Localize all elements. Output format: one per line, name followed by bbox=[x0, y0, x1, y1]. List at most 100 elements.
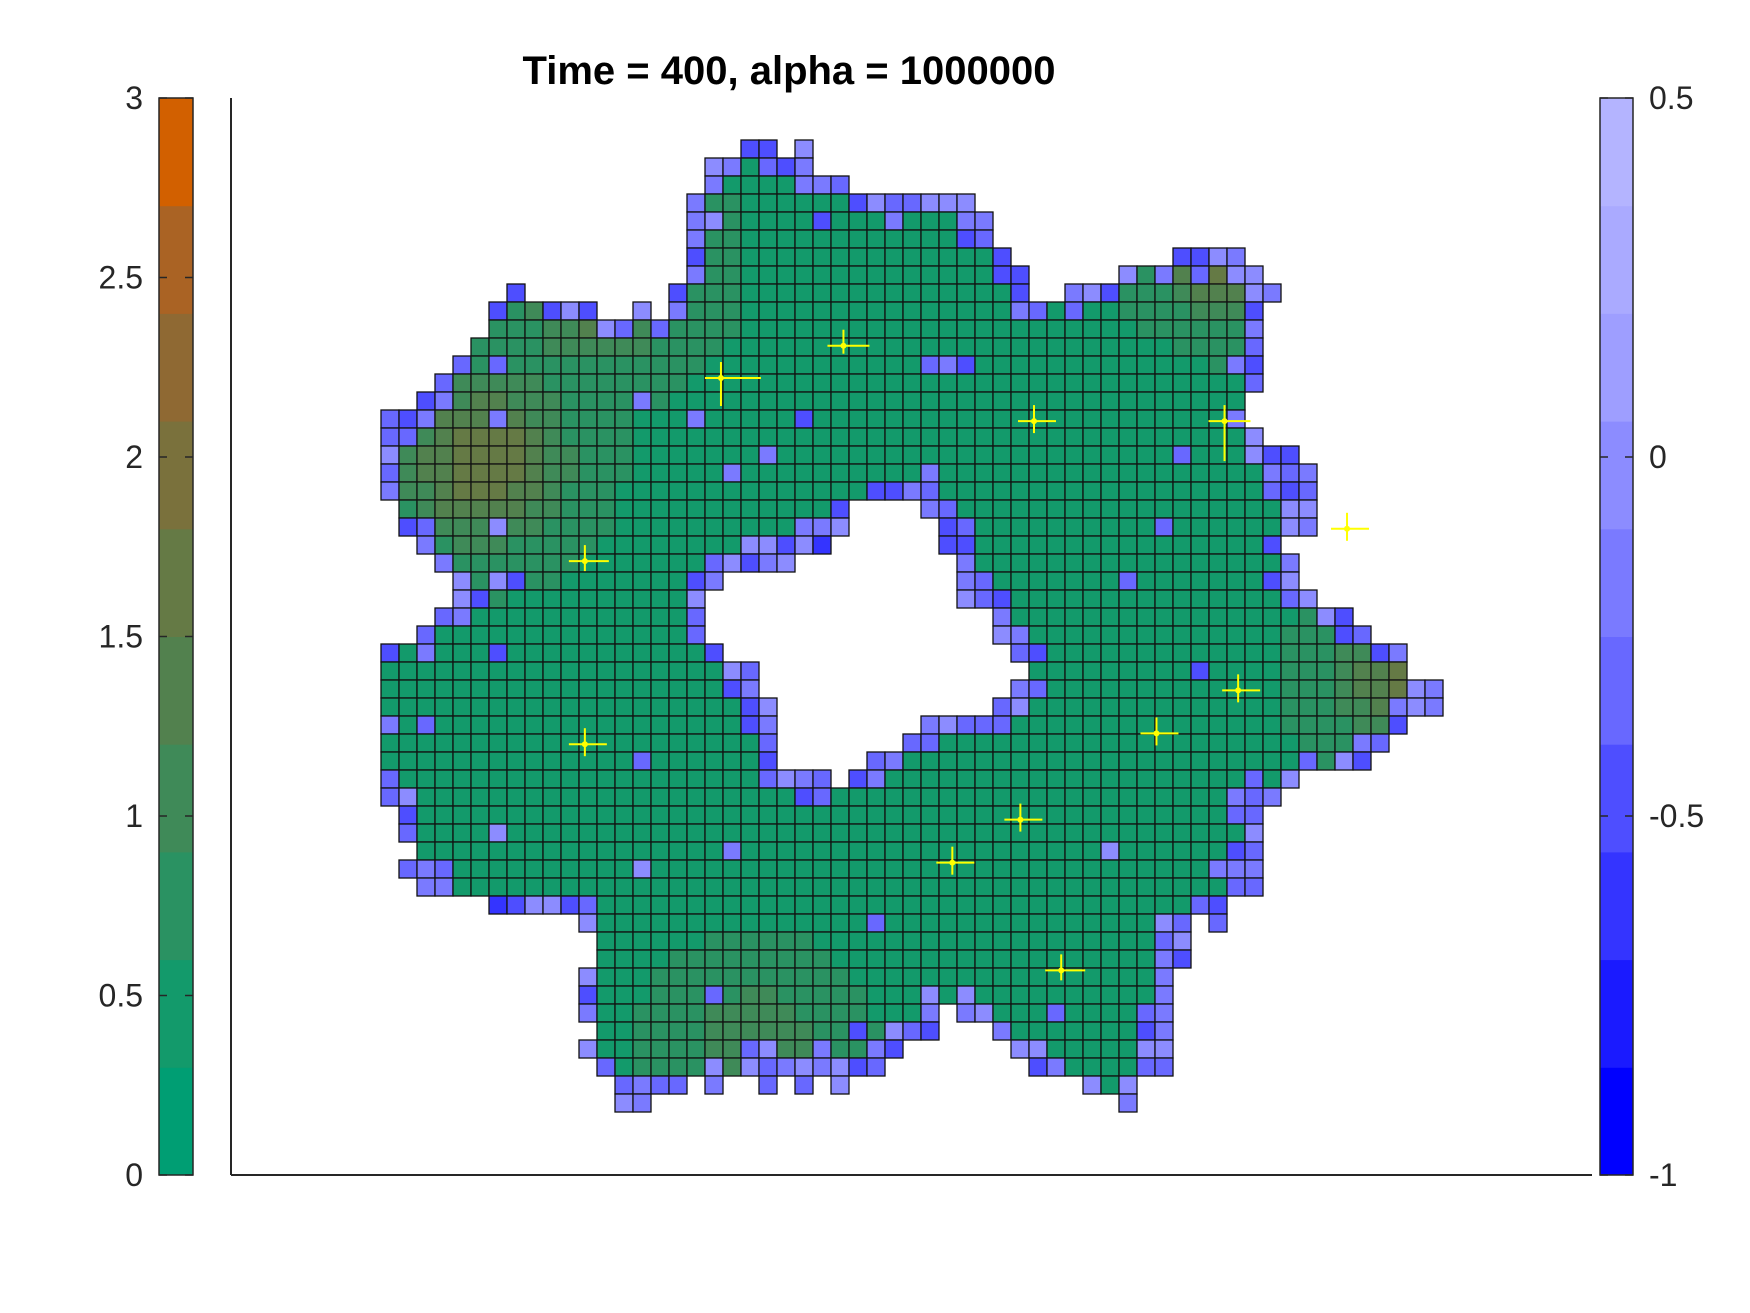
heatmap-cell bbox=[1064, 301, 1084, 321]
heatmap-cell bbox=[722, 733, 742, 753]
heatmap-cell bbox=[1136, 607, 1156, 627]
heatmap-cell bbox=[542, 463, 562, 483]
heatmap-cell bbox=[1028, 697, 1048, 717]
heatmap-cell bbox=[650, 1003, 670, 1023]
heatmap-cell bbox=[1208, 823, 1228, 843]
heatmap-cell bbox=[1262, 283, 1282, 303]
heatmap-cell bbox=[794, 355, 814, 375]
heatmap-cell bbox=[650, 517, 670, 537]
heatmap-cell bbox=[1190, 877, 1210, 897]
heatmap-cell bbox=[956, 427, 976, 447]
heatmap-cell bbox=[686, 571, 706, 591]
heatmap-cell bbox=[416, 625, 436, 645]
heatmap-cell bbox=[1226, 697, 1246, 717]
heatmap-cell bbox=[1136, 769, 1156, 789]
heatmap-cell bbox=[740, 283, 760, 303]
heatmap-cell bbox=[1064, 337, 1084, 357]
heatmap-cell bbox=[686, 697, 706, 717]
heatmap-cell bbox=[596, 517, 616, 537]
heatmap-cell bbox=[884, 931, 904, 951]
heatmap-cell bbox=[542, 823, 562, 843]
heatmap-cell bbox=[902, 283, 922, 303]
heatmap-cell bbox=[1064, 445, 1084, 465]
heatmap-cell bbox=[758, 409, 778, 429]
heatmap-cell bbox=[1226, 859, 1246, 879]
heatmap-cell bbox=[578, 733, 598, 753]
heatmap-cell bbox=[1226, 805, 1246, 825]
heatmap-cell bbox=[974, 481, 994, 501]
heatmap-cell bbox=[668, 517, 688, 537]
heatmap-cell bbox=[668, 715, 688, 735]
heatmap-cell bbox=[920, 841, 940, 861]
heatmap-cell bbox=[1082, 805, 1102, 825]
heatmap-cell bbox=[1208, 877, 1228, 897]
heatmap-cell bbox=[830, 445, 850, 465]
heatmap-cell bbox=[470, 805, 490, 825]
heatmap-cell bbox=[1154, 895, 1174, 915]
heatmap-cell bbox=[1082, 985, 1102, 1005]
heatmap-cell bbox=[650, 967, 670, 987]
heatmap-cell bbox=[884, 355, 904, 375]
heatmap-cell bbox=[470, 463, 490, 483]
heatmap-cell bbox=[902, 805, 922, 825]
heatmap-cell bbox=[776, 1003, 796, 1023]
heatmap-cell bbox=[1172, 535, 1192, 555]
heatmap-cell bbox=[1046, 805, 1066, 825]
heatmap-cell bbox=[1172, 751, 1192, 771]
heatmap-cell bbox=[740, 823, 760, 843]
heatmap-cell bbox=[902, 931, 922, 951]
heatmap-cell bbox=[1136, 409, 1156, 429]
heatmap-cell bbox=[1190, 535, 1210, 555]
heatmap-cell bbox=[686, 787, 706, 807]
heatmap-cell bbox=[1154, 535, 1174, 555]
heatmap-cell bbox=[1082, 283, 1102, 303]
heatmap-cell bbox=[1118, 679, 1138, 699]
heatmap-cell bbox=[452, 553, 472, 573]
heatmap-cell bbox=[1208, 247, 1228, 267]
heatmap-cell bbox=[812, 823, 832, 843]
heatmap-cell bbox=[1208, 355, 1228, 375]
heatmap-cell bbox=[704, 463, 724, 483]
heatmap-cell bbox=[668, 373, 688, 393]
heatmap-cell bbox=[1298, 697, 1318, 717]
heatmap-cell bbox=[398, 787, 418, 807]
heatmap-cell bbox=[614, 787, 634, 807]
heatmap-cell bbox=[776, 931, 796, 951]
heatmap-cell bbox=[830, 877, 850, 897]
heatmap-cell bbox=[902, 823, 922, 843]
heatmap-cell bbox=[1136, 283, 1156, 303]
heatmap-cell bbox=[1082, 787, 1102, 807]
heatmap-cell bbox=[938, 877, 958, 897]
heatmap-cell bbox=[434, 877, 454, 897]
heatmap-cell bbox=[1190, 769, 1210, 789]
vector-marker bbox=[1004, 803, 1043, 832]
heatmap-cell bbox=[938, 967, 958, 987]
vector-marker bbox=[1045, 954, 1086, 981]
heatmap-cell bbox=[578, 1039, 598, 1059]
heatmap-cell bbox=[1046, 427, 1066, 447]
heatmap-cell bbox=[452, 481, 472, 501]
heatmap-cell bbox=[1010, 643, 1030, 663]
heatmap-cell bbox=[614, 967, 634, 987]
heatmap-cell bbox=[992, 841, 1012, 861]
heatmap-cell bbox=[704, 535, 724, 555]
heatmap-cell bbox=[938, 517, 958, 537]
heatmap-cell bbox=[938, 229, 958, 249]
heatmap-cell bbox=[668, 679, 688, 699]
heatmap-cell bbox=[884, 283, 904, 303]
heatmap-cell bbox=[470, 769, 490, 789]
heatmap-cell bbox=[866, 265, 886, 285]
heatmap-cell bbox=[470, 679, 490, 699]
heatmap-cell bbox=[902, 895, 922, 915]
heatmap-cell bbox=[938, 805, 958, 825]
heatmap-cell bbox=[506, 679, 526, 699]
heatmap-cell bbox=[1064, 607, 1084, 627]
heatmap-cell bbox=[1010, 931, 1030, 951]
heatmap-cell bbox=[380, 661, 400, 681]
heatmap-cell bbox=[506, 841, 526, 861]
heatmap-cell bbox=[686, 715, 706, 735]
heatmap-cell bbox=[452, 445, 472, 465]
heatmap-cell bbox=[848, 877, 868, 897]
heatmap-cell bbox=[884, 445, 904, 465]
heatmap-cell bbox=[398, 859, 418, 879]
